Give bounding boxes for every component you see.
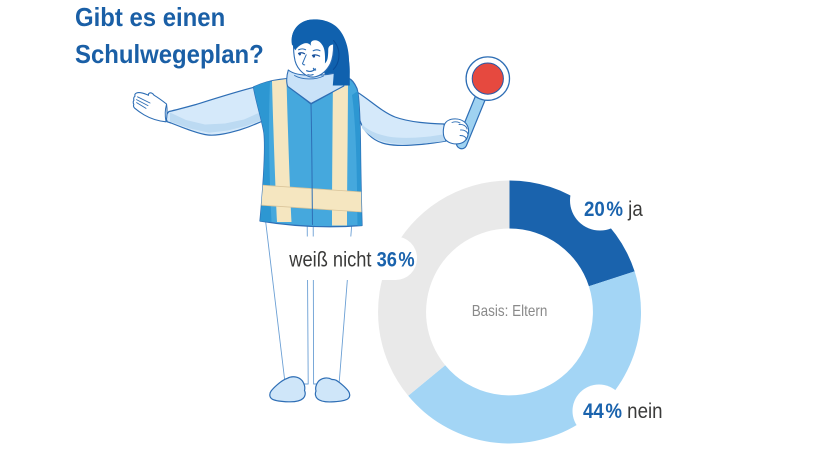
svg-text:weiß nicht 36 %: weiß nicht 36 % — [288, 248, 415, 272]
svg-text:44 % nein: 44 % nein — [583, 400, 663, 423]
svg-text:Basis: Eltern: Basis: Eltern — [472, 303, 548, 320]
svg-text:20 % ja: 20 % ja — [584, 198, 643, 221]
